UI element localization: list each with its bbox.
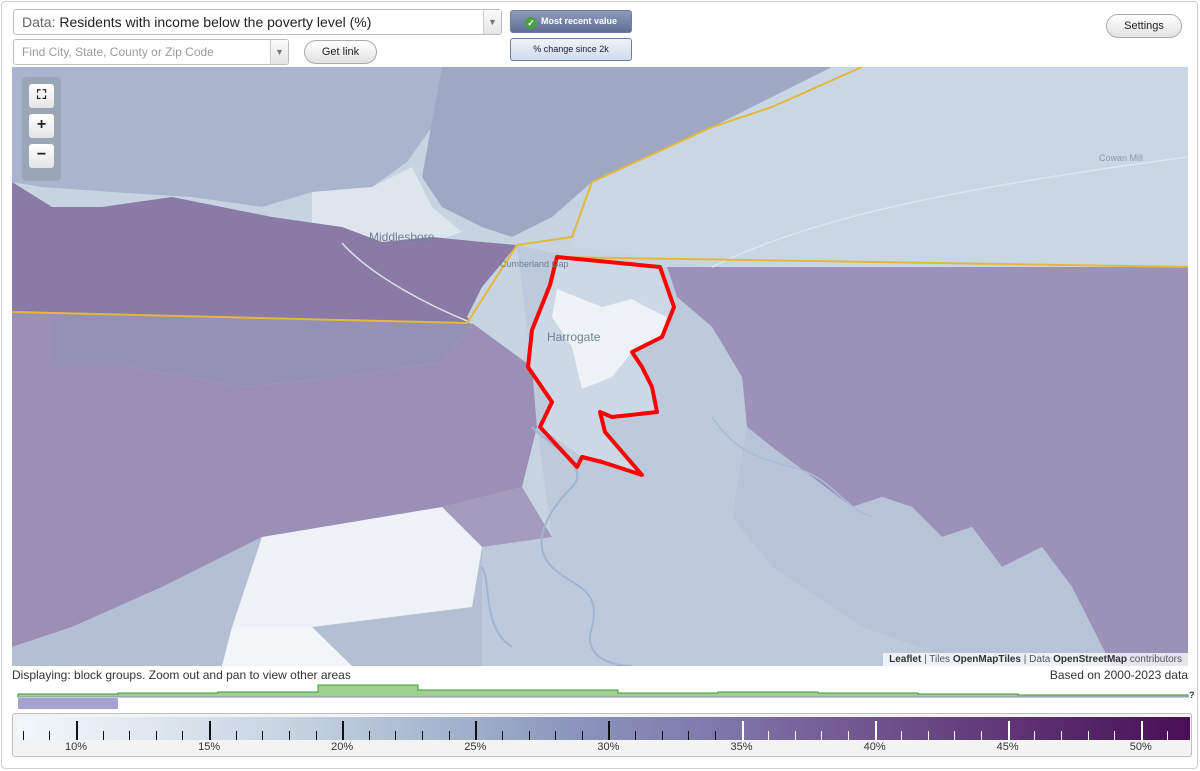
legend-minor-tick: [635, 731, 637, 740]
map-label-harrogate: Harrogate: [547, 330, 601, 344]
legend-minor-tick: [768, 731, 770, 740]
map-label-middlesboro: Middlesboro: [369, 230, 435, 244]
legend-major-tick: [209, 721, 212, 740]
legend-label: 15%: [198, 741, 221, 753]
legend-label: 40%: [863, 741, 886, 753]
legend-minor-tick: [182, 731, 184, 740]
legend-minor-tick: [368, 731, 370, 740]
check-icon: ✓: [524, 17, 537, 29]
legend-label: 45%: [996, 741, 1019, 753]
legend-minor-tick: [155, 731, 157, 740]
display-level-text: Displaying: block groups. Zoom out and p…: [12, 668, 351, 682]
legend-minor-tick: [1087, 731, 1089, 740]
map-label-cumberland-gap: Cumberland Gap: [500, 259, 569, 269]
map-label-cowan-mill: Cowan Mill: [1099, 153, 1144, 163]
search-placeholder: Find City, State, County or Zip Code: [22, 45, 214, 59]
legend-minor-tick: [262, 731, 264, 740]
attribution-sep1: | Tiles: [921, 654, 953, 665]
data-range-text: Based on 2000-2023 data: [1049, 668, 1188, 682]
histogram-unknown-marker: ?: [1189, 690, 1195, 700]
legend-major-tick: [76, 721, 78, 740]
legend-gradient-bar: [17, 717, 1190, 740]
legend-minor-tick: [688, 731, 690, 740]
fullscreen-icon[interactable]: ⛶: [29, 84, 54, 108]
legend-major-tick: [874, 721, 877, 740]
legend-minor-tick: [448, 731, 450, 740]
chevron-down-icon[interactable]: ▼: [483, 10, 501, 34]
legend-minor-tick: [395, 731, 397, 740]
data-variable-select[interactable]: Data: Residents with income below the po…: [13, 9, 502, 35]
openstreetmap-link[interactable]: OpenStreetMap: [1053, 654, 1127, 665]
zoom-control: ⛶ + −: [22, 77, 61, 181]
zoom-out-button[interactable]: −: [29, 144, 54, 168]
legend-minor-tick: [1114, 731, 1116, 740]
legend-minor-tick: [22, 731, 24, 740]
chevron-down-icon[interactable]: ▼: [270, 40, 288, 64]
legend-minor-tick: [954, 731, 956, 740]
color-legend: 10% 15% 20% 25% 30% 35% 40% 45% 50%: [12, 713, 1192, 757]
choropleth-layer: [12, 67, 1188, 666]
selected-area-outline[interactable]: [526, 255, 676, 477]
attribution-sep2: | Data: [1021, 654, 1054, 665]
legend-major-tick: [608, 721, 611, 740]
legend-label: 35%: [730, 741, 753, 753]
legend-minor-tick: [847, 731, 849, 740]
legend-minor-tick: [794, 731, 796, 740]
mode-recent-label: Most recent value: [540, 16, 618, 26]
legend-label: 30%: [597, 741, 620, 753]
legend-major-tick: [342, 721, 345, 740]
leaflet-link[interactable]: Leaflet: [889, 654, 922, 665]
legend-minor-tick: [981, 731, 983, 740]
legend-major-tick: [1140, 721, 1143, 740]
legend-minor-tick: [288, 731, 290, 740]
legend-minor-tick: [102, 731, 104, 740]
legend-minor-tick: [901, 731, 903, 740]
legend-minor-tick: [661, 731, 663, 740]
distribution-histogram: [17, 684, 1189, 709]
legend-minor-tick: [821, 731, 823, 740]
legend-major-tick: [1007, 721, 1010, 740]
legend-label: 50%: [1129, 741, 1152, 753]
legend-label: 25%: [464, 741, 487, 753]
legend-minor-tick: [501, 731, 503, 740]
legend-minor-tick: [581, 731, 583, 740]
location-search-input[interactable]: Find City, State, County or Zip Code ▼: [13, 39, 289, 65]
attribution-contributors: contributors: [1126, 654, 1182, 665]
legend-label: 10%: [64, 741, 88, 753]
legend-minor-tick: [422, 731, 424, 740]
legend-minor-tick: [235, 731, 237, 740]
legend-label: 20%: [331, 741, 354, 753]
legend-minor-tick: [927, 731, 929, 740]
legend-minor-tick: [315, 731, 317, 740]
map-attribution: Leaflet | Tiles OpenMapTiles | Data Open…: [883, 653, 1188, 666]
data-prefix: Data:: [22, 14, 56, 30]
zoom-in-button[interactable]: +: [29, 114, 54, 138]
settings-button[interactable]: Settings: [1106, 14, 1182, 38]
legend-major-tick: [475, 721, 478, 740]
map-view[interactable]: Middlesboro Cumberland Gap Harrogate Cow…: [12, 67, 1188, 666]
legend-minor-tick: [1034, 731, 1036, 740]
legend-major-tick: [741, 721, 744, 740]
legend-minor-tick: [528, 731, 530, 740]
percent-change-button[interactable]: % change since 2k: [510, 38, 632, 61]
legend-minor-tick: [129, 731, 131, 740]
legend-minor-tick: [555, 731, 557, 740]
data-value: Residents with income below the poverty …: [59, 14, 372, 30]
legend-minor-tick: [49, 731, 51, 740]
openmaptiles-link[interactable]: OpenMapTiles: [952, 654, 1021, 665]
legend-minor-tick: [1167, 731, 1169, 740]
most-recent-value-button[interactable]: ✓ Most recent value: [510, 10, 632, 33]
legend-minor-tick: [714, 731, 716, 740]
legend-minor-tick: [1060, 731, 1062, 740]
get-link-button[interactable]: Get link: [304, 40, 377, 64]
